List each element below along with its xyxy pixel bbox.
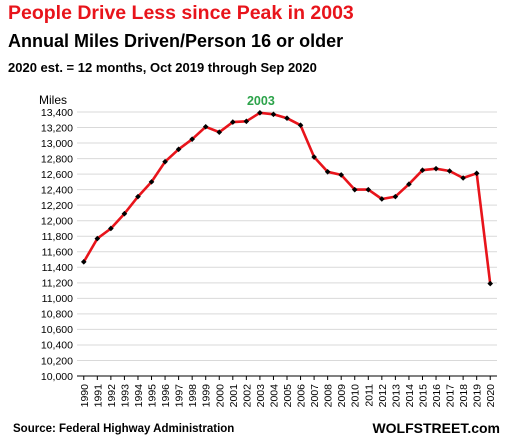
brand-label: WOLFSTREET.com xyxy=(372,420,500,436)
data-point xyxy=(379,196,385,202)
data-point xyxy=(297,122,304,128)
x-tick-label: 2003 xyxy=(255,384,267,408)
x-tick-label: 1990 xyxy=(79,384,91,408)
x-tick-label: 1999 xyxy=(201,384,213,408)
chart-title: People Drive Less since Peak in 2003 xyxy=(8,2,354,24)
data-point xyxy=(148,179,155,185)
x-tick-label: 2014 xyxy=(404,384,416,408)
data-point xyxy=(202,123,209,130)
data-point xyxy=(80,259,87,265)
x-tick-label: 2007 xyxy=(309,384,321,408)
x-tick-label: 2004 xyxy=(268,384,280,408)
x-tick-label: 2010 xyxy=(350,384,362,408)
x-tick-label: 2016 xyxy=(431,384,443,408)
x-tick-label: 2002 xyxy=(241,384,253,408)
data-point xyxy=(216,129,223,135)
x-tick-label: 2008 xyxy=(323,384,335,408)
data-point xyxy=(446,168,453,174)
data-point xyxy=(189,136,195,142)
data-point xyxy=(257,109,263,116)
y-axis-label: Miles xyxy=(39,93,67,107)
x-tick-label: 2018 xyxy=(458,384,470,408)
x-tick-label: 1991 xyxy=(92,384,104,408)
y-tick-label: 11,200 xyxy=(42,278,73,290)
source-note: Source: Federal Highway Administration xyxy=(13,423,235,435)
x-tick-label: 1997 xyxy=(174,384,186,408)
data-point xyxy=(94,235,101,242)
data-point xyxy=(230,119,236,125)
y-tick-label: 10,600 xyxy=(41,324,73,336)
chart-note: 2020 est. = 12 months, Oct 2019 through … xyxy=(8,60,317,75)
data-point xyxy=(284,115,290,122)
data-point xyxy=(311,154,317,160)
peak-annotation: 2003 xyxy=(247,94,275,108)
data-point xyxy=(392,193,399,200)
x-tick-label: 2013 xyxy=(390,384,402,408)
y-tick-label: 11,600 xyxy=(42,247,73,259)
x-tick-label: 2001 xyxy=(228,384,240,408)
y-tick-label: 13,400 xyxy=(41,107,73,119)
x-tick-label: 2017 xyxy=(445,384,457,408)
data-point xyxy=(162,158,168,165)
data-markers xyxy=(80,109,494,287)
y-tick-label: 12,400 xyxy=(41,184,73,196)
y-tick-label: 13,000 xyxy=(41,138,73,150)
x-tick-label: 2000 xyxy=(214,384,226,408)
data-point xyxy=(473,170,480,177)
y-tick-label: 10,400 xyxy=(41,340,73,352)
y-tick-label: 11,000 xyxy=(42,293,73,305)
x-tick-label: 2019 xyxy=(472,384,484,408)
data-point xyxy=(135,193,141,200)
data-point xyxy=(365,186,372,193)
data-point xyxy=(338,172,344,178)
data-point xyxy=(433,165,439,172)
x-tick-label: 1996 xyxy=(160,384,172,408)
x-tick-label: 1994 xyxy=(133,384,145,408)
data-point xyxy=(460,175,466,181)
series-line xyxy=(82,111,492,284)
x-tick-label: 2009 xyxy=(336,384,348,408)
y-tick-label: 12,200 xyxy=(41,200,73,212)
data-point xyxy=(175,146,182,153)
data-point xyxy=(270,111,277,118)
data-point xyxy=(121,210,128,217)
gridlines xyxy=(77,111,497,361)
x-tick-label: 1998 xyxy=(187,384,199,408)
y-tick-label: 10,000 xyxy=(41,371,73,383)
data-point xyxy=(406,181,412,188)
data-point xyxy=(243,118,250,125)
x-tick-label: 2012 xyxy=(377,384,389,408)
x-axis-ticks: 1990 1991 1992 1993 1994 1995 1996 1997 1998 1999… xyxy=(79,376,497,407)
data-point xyxy=(419,167,426,174)
y-tick-label: 13,200 xyxy=(41,122,73,134)
x-tick-label: 1993 xyxy=(119,384,131,408)
x-tick-label: 2020 xyxy=(485,384,497,408)
y-axis-ticks: 10,000 10,200 10,400 10,600 10,800 11,000 11,2… xyxy=(41,107,73,383)
y-tick-label: 12,000 xyxy=(41,216,73,228)
y-tick-label: 12,600 xyxy=(41,169,73,181)
y-tick-label: 12,800 xyxy=(41,153,73,165)
y-tick-label: 10,200 xyxy=(41,355,73,367)
y-tick-label: 11,400 xyxy=(42,262,73,274)
x-tick-label: 2006 xyxy=(296,384,308,408)
x-tick-label: 2011 xyxy=(363,384,375,407)
x-tick-label: 2015 xyxy=(417,384,429,408)
annotations: 2003 xyxy=(247,94,275,108)
x-tick-label: 1992 xyxy=(106,384,118,408)
x-tick-label: 1995 xyxy=(147,384,159,408)
y-tick-label: 10,800 xyxy=(41,309,73,321)
y-tick-label: 11,800 xyxy=(42,231,73,243)
data-point xyxy=(351,186,358,193)
data-point xyxy=(108,225,114,232)
data-point xyxy=(487,280,494,287)
x-tick-label: 2005 xyxy=(282,384,294,408)
data-point xyxy=(324,168,331,175)
chart-subtitle: Annual Miles Driven/Person 16 or older xyxy=(8,31,344,51)
